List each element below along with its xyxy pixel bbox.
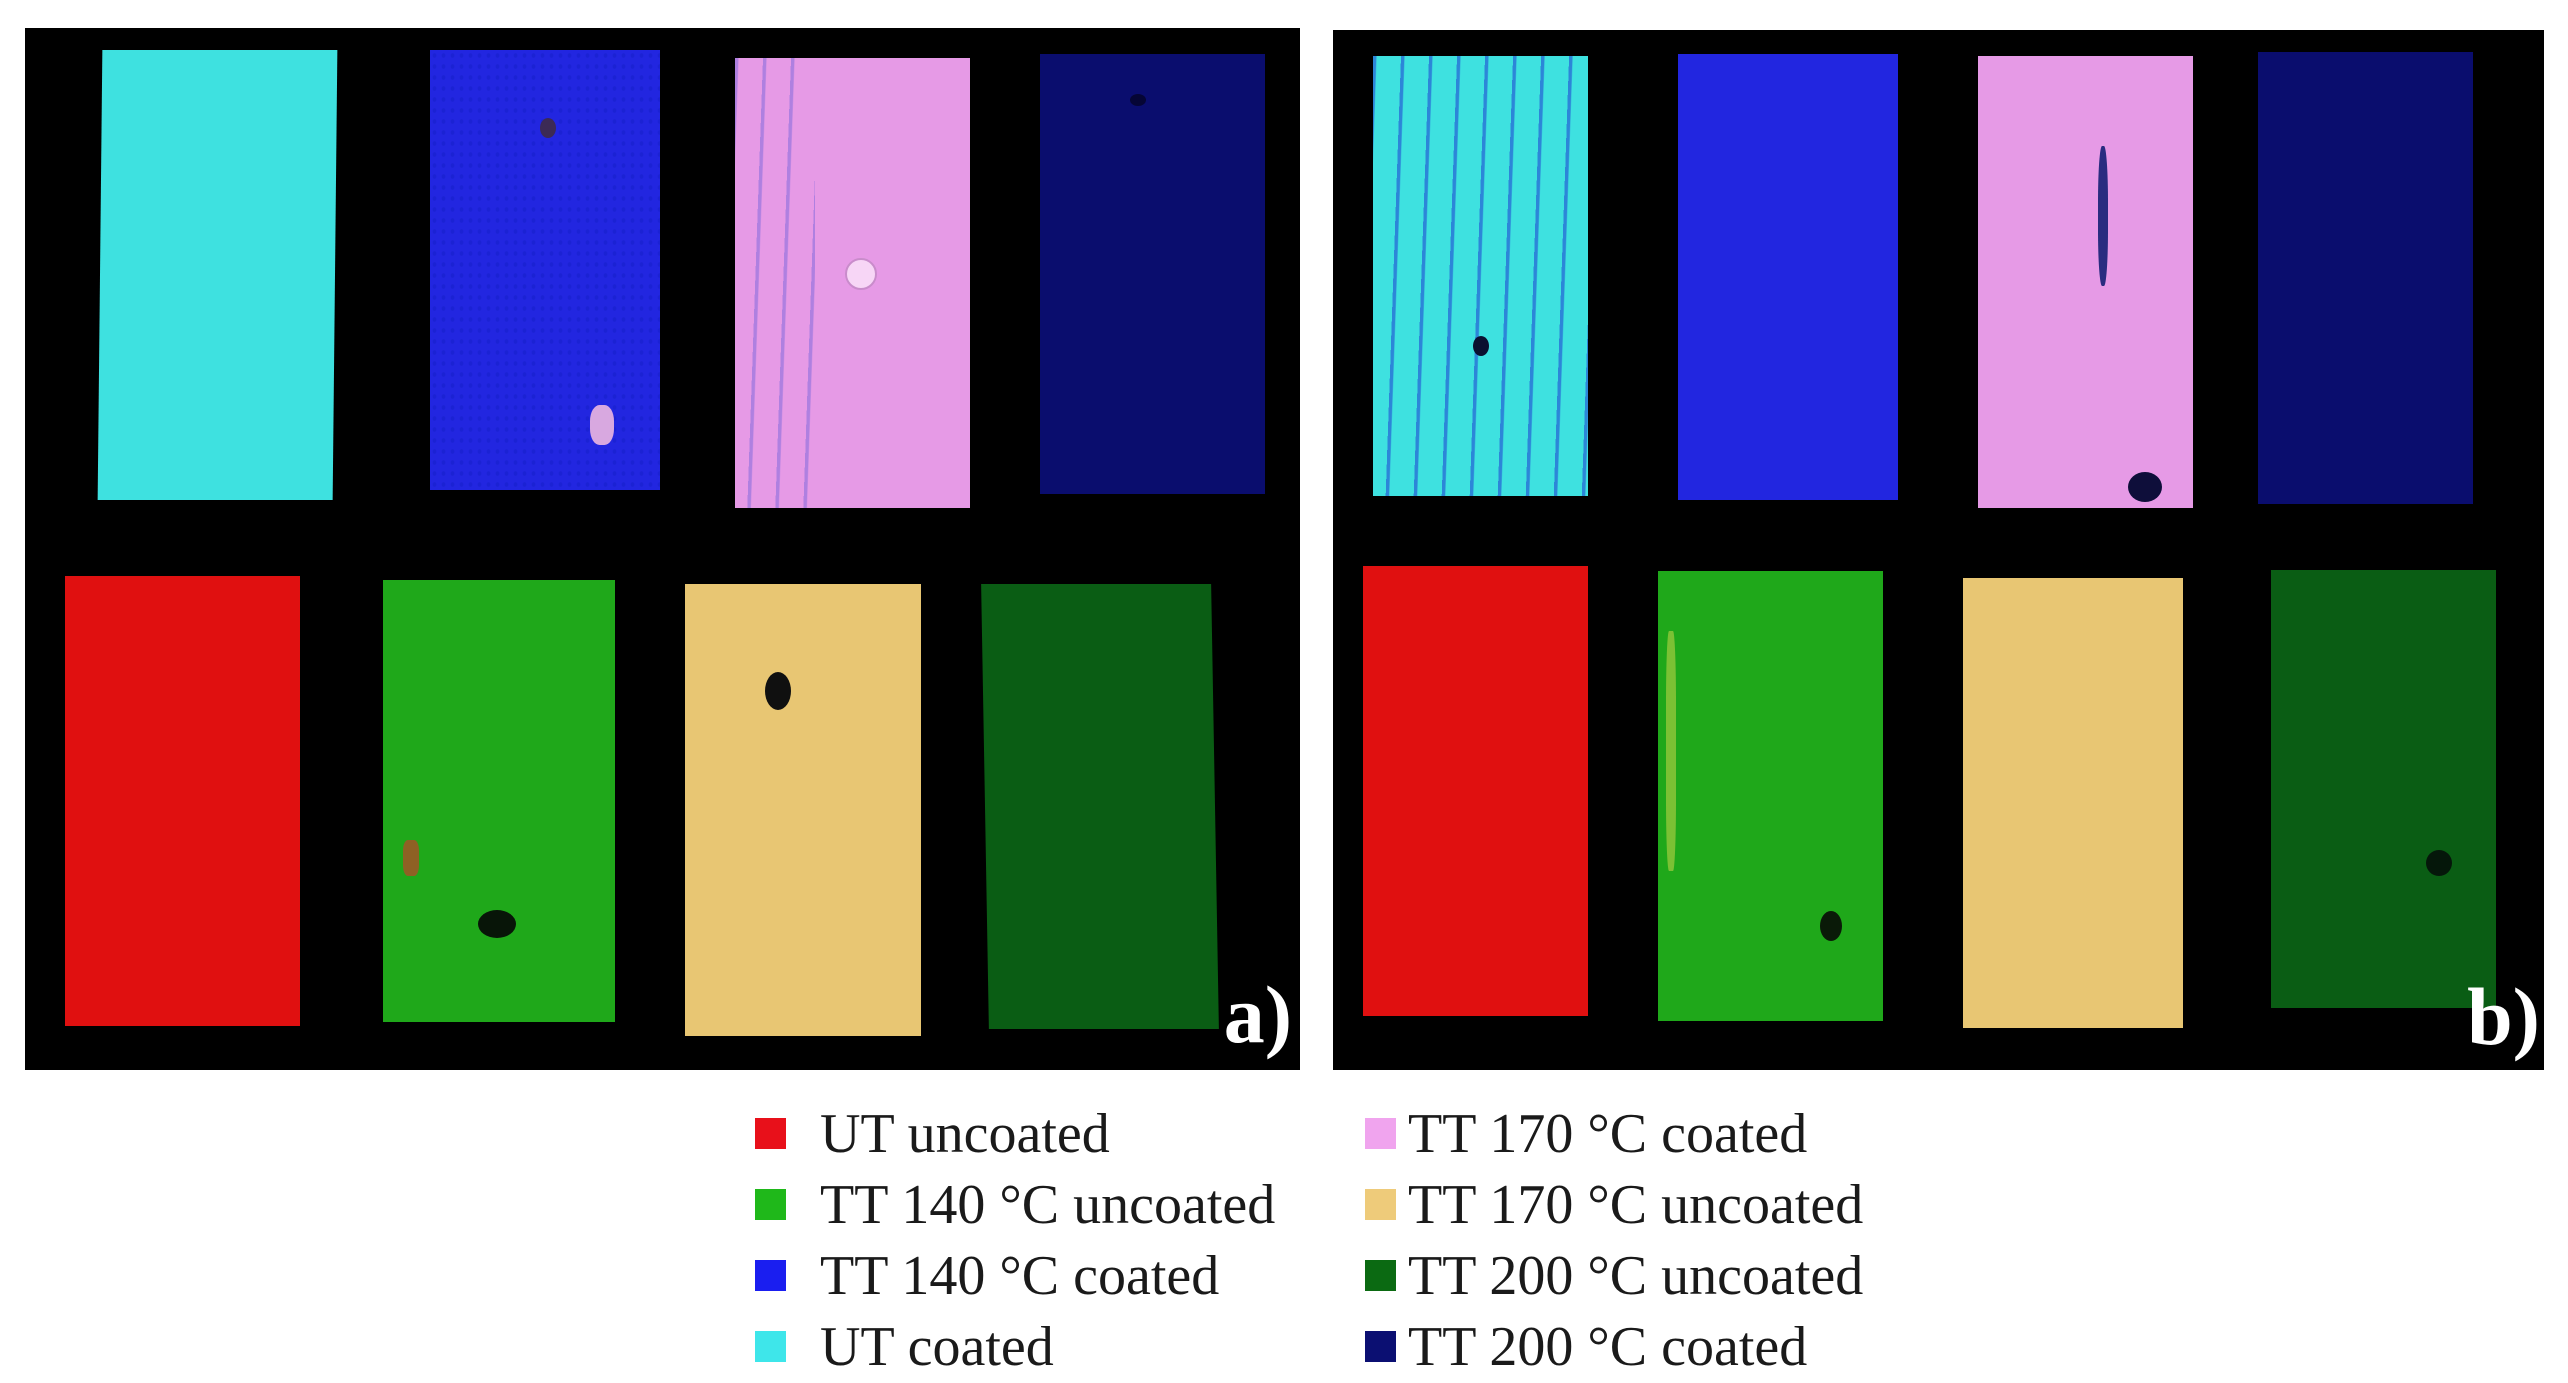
- legend-item: TT 170 °C coated: [1365, 1098, 1863, 1169]
- legend-item: UT uncoated: [755, 1098, 1275, 1169]
- legend-swatch: [755, 1189, 786, 1220]
- legend-swatch: [755, 1331, 786, 1362]
- legend-item: UT coated: [755, 1311, 1275, 1382]
- sample-a-tt200-uncoated: [981, 584, 1219, 1029]
- legend-item: TT 200 °C coated: [1365, 1311, 1863, 1382]
- sample-b-ut-uncoated: [1363, 566, 1588, 1016]
- legend-swatch: [755, 1260, 786, 1291]
- legend-label: TT 170 °C coated: [1408, 1102, 1808, 1165]
- sample-b-tt170-uncoated: [1963, 578, 2183, 1028]
- sample-a-tt140-coated: [430, 50, 660, 490]
- panel-a: a): [25, 28, 1300, 1070]
- sample-b-ut-coated: [1373, 56, 1588, 496]
- panel-label-a: a): [1223, 969, 1292, 1060]
- panel-b: b): [1333, 30, 2544, 1070]
- legend-label: TT 140 °C uncoated: [820, 1173, 1276, 1236]
- sample-a-tt200-coated: [1040, 54, 1265, 494]
- sample-b-tt140-uncoated: [1658, 571, 1883, 1021]
- sample-a-ut-coated: [97, 50, 338, 500]
- sample-a-tt170-uncoated: [685, 584, 921, 1036]
- legend-left-column: UT uncoated TT 140 °C uncoated TT 140 °C…: [755, 1098, 1275, 1382]
- legend-item: TT 140 °C uncoated: [755, 1169, 1275, 1240]
- sample-b-tt170-coated: [1978, 56, 2193, 508]
- legend-item: TT 200 °C uncoated: [1365, 1240, 1863, 1311]
- legend-label: TT 200 °C uncoated: [1408, 1244, 1864, 1307]
- legend-swatch: [1365, 1260, 1396, 1291]
- legend-label: TT 200 °C coated: [1408, 1315, 1808, 1378]
- legend-item: TT 170 °C uncoated: [1365, 1169, 1863, 1240]
- legend-right-column: TT 170 °C coated TT 170 °C uncoated TT 2…: [1365, 1098, 1863, 1382]
- legend-label: TT 140 °C coated: [820, 1244, 1220, 1307]
- legend-swatch: [1365, 1331, 1396, 1362]
- sample-a-tt170-coated: [735, 58, 970, 508]
- legend-swatch: [1365, 1189, 1396, 1220]
- legend-swatch: [1365, 1118, 1396, 1149]
- legend-item: TT 140 °C coated: [755, 1240, 1275, 1311]
- panel-label-b: b): [2467, 971, 2540, 1062]
- sample-b-tt200-uncoated: [2271, 570, 2496, 1008]
- legend-label: UT coated: [820, 1315, 1054, 1378]
- sample-b-tt200-coated: [2258, 52, 2473, 504]
- sample-b-tt140-coated: [1678, 54, 1898, 500]
- legend-label: UT uncoated: [820, 1102, 1110, 1165]
- legend-label: TT 170 °C uncoated: [1408, 1173, 1864, 1236]
- sample-a-ut-uncoated: [65, 576, 300, 1026]
- legend-swatch: [755, 1118, 786, 1149]
- sample-a-tt140-uncoated: [383, 580, 615, 1022]
